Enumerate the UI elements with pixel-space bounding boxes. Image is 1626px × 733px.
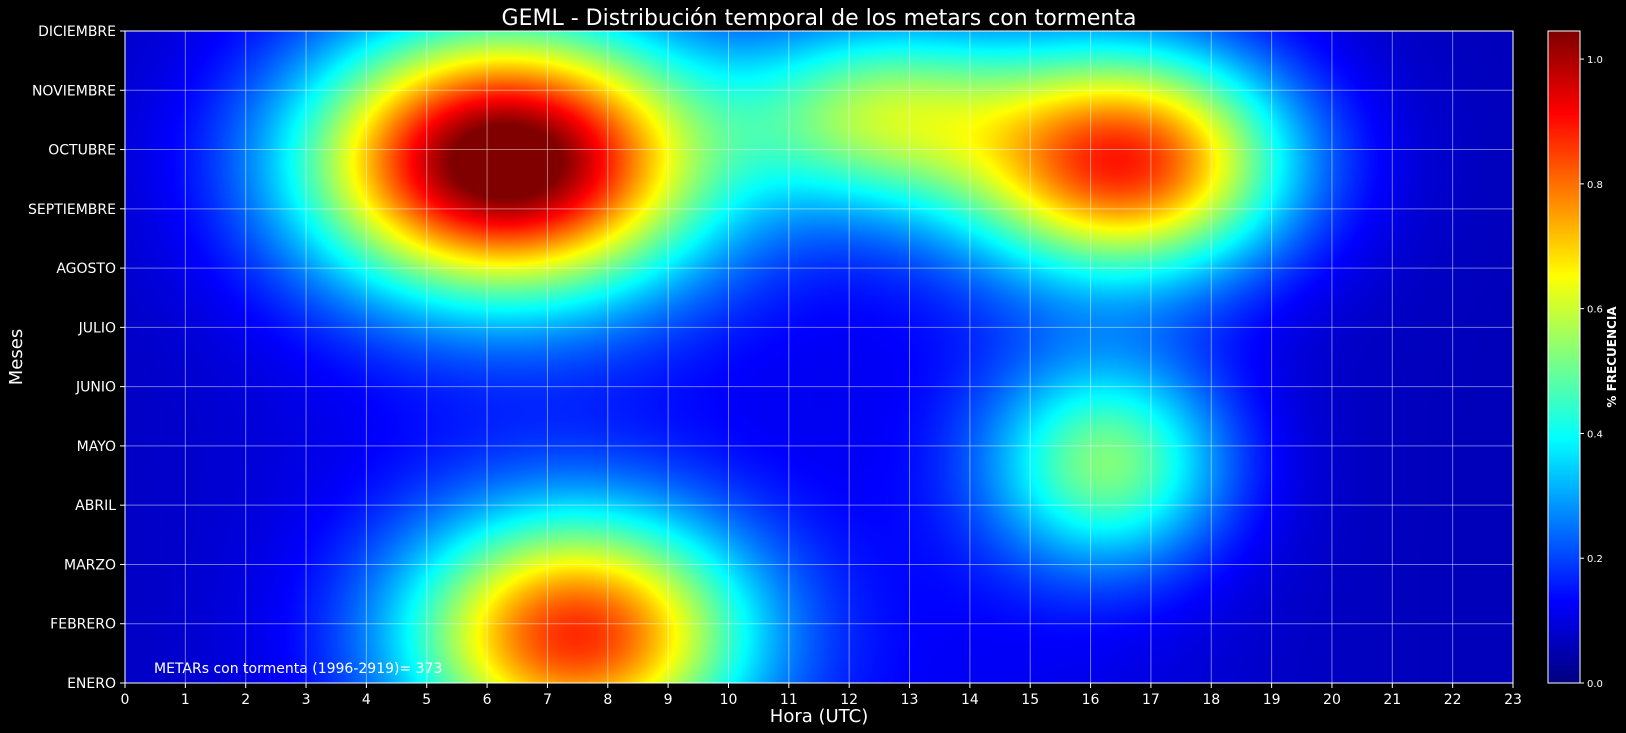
heatmap-area <box>125 31 1513 683</box>
x-tick-label: 19 <box>1263 692 1281 708</box>
x-tick-label: 0 <box>121 692 130 708</box>
y-axis-label: Meses <box>6 329 27 385</box>
count-annotation: METARs con tormenta (1996-2919)= 373 <box>154 661 442 677</box>
y-tick-label: ENERO <box>67 676 116 692</box>
x-tick-label: 3 <box>302 692 311 708</box>
x-tick-label: 20 <box>1323 692 1341 708</box>
colorbar-label: % FRECUENCIA <box>1605 306 1619 408</box>
chart-title: GEML - Distribución temporal de los meta… <box>502 6 1137 31</box>
x-tick-label: 16 <box>1082 692 1100 708</box>
x-axis-label: Hora (UTC) <box>770 706 868 727</box>
x-tick-label: 23 <box>1504 692 1522 708</box>
plot-frame <box>124 30 1514 684</box>
y-tick-label: JULIO <box>78 320 116 336</box>
colorbar-ticks: 0.0 0.2 0.4 0.6 0.8 1.0 <box>1580 55 1603 690</box>
colorbar-tick-label: 0.4 <box>1587 429 1603 440</box>
colorbar <box>1548 31 1580 683</box>
colorbar-frame <box>1547 30 1581 684</box>
x-tick-label: 7 <box>543 692 552 708</box>
y-tick-label: DICIEMBRE <box>38 24 116 40</box>
x-tick-label: 11 <box>780 692 798 708</box>
x-tick-label: 14 <box>961 692 979 708</box>
x-tick-label: 18 <box>1202 692 1220 708</box>
x-tick-label: 4 <box>362 692 371 708</box>
x-axis-ticks: 0 1 2 3 4 5 6 7 8 9 10 11 12 13 14 15 16 17 18 19 20 21 22 23 <box>121 683 1522 708</box>
y-tick-label: MAYO <box>77 439 116 455</box>
x-tick-label: 12 <box>840 692 858 708</box>
y-tick-label: ABRIL <box>75 498 116 514</box>
x-tick-label: 8 <box>603 692 612 708</box>
x-tick-label: 2 <box>241 692 250 708</box>
y-tick-label: MARZO <box>64 557 116 573</box>
colorbar-tick-label: 0.0 <box>1587 679 1603 690</box>
y-tick-label: FEBRERO <box>50 617 116 633</box>
y-tick-label: SEPTIEMBRE <box>28 202 116 218</box>
colorbar-tick-label: 0.6 <box>1587 305 1603 316</box>
grid-lines <box>124 30 1514 684</box>
y-tick-label: NOVIEMBRE <box>32 83 116 99</box>
x-tick-label: 13 <box>901 692 919 708</box>
y-axis-ticks: ENERO FEBRERO MARZO ABRIL MAYO JUNIO JULIO AGOS… <box>28 24 125 692</box>
x-tick-label: 5 <box>422 692 431 708</box>
x-tick-label: 9 <box>664 692 673 708</box>
x-tick-label: 6 <box>483 692 492 708</box>
x-tick-label: 15 <box>1021 692 1039 708</box>
x-tick-label: 1 <box>181 692 190 708</box>
x-tick-label: 17 <box>1142 692 1160 708</box>
x-tick-label: 10 <box>720 692 738 708</box>
colorbar-tick-label: 0.8 <box>1587 180 1603 191</box>
x-tick-label: 22 <box>1444 692 1462 708</box>
y-tick-label: AGOSTO <box>56 261 116 277</box>
colorbar-tick-label: 0.2 <box>1587 554 1603 565</box>
y-tick-label: OCTUBRE <box>48 143 116 159</box>
colorbar-tick-label: 1.0 <box>1587 55 1603 66</box>
y-tick-label: JUNIO <box>75 380 116 396</box>
x-tick-label: 21 <box>1383 692 1401 708</box>
